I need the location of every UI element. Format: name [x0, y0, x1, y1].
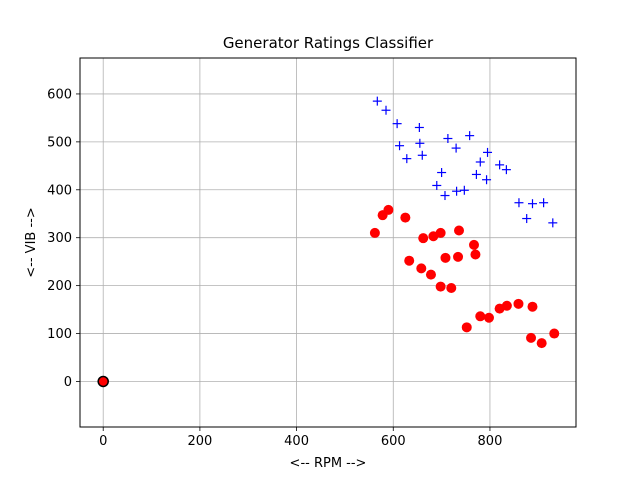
- plus-point: [501, 165, 511, 175]
- plus-point: [539, 198, 549, 208]
- x-tick-label: 0: [99, 434, 107, 449]
- series-0: [372, 96, 558, 228]
- y-tick-label: 0: [64, 375, 72, 390]
- plus-point: [459, 185, 469, 195]
- x-tick-label: 800: [478, 434, 503, 449]
- data-points: [97, 96, 560, 388]
- series-1: [369, 204, 560, 349]
- plus-point: [451, 143, 461, 153]
- circle-point: [470, 249, 481, 260]
- series-2: [97, 375, 109, 388]
- grid-lines: [80, 58, 576, 427]
- plus-point: [432, 180, 442, 190]
- plus-point: [395, 141, 405, 151]
- y-tick-label: 600: [47, 87, 72, 102]
- circle-point: [461, 322, 472, 333]
- plus-point: [414, 122, 424, 132]
- y-tick-label: 300: [47, 231, 72, 246]
- circle-point: [404, 255, 415, 266]
- circle-point: [468, 239, 479, 250]
- circle-point: [483, 312, 494, 323]
- plus-point: [482, 175, 492, 185]
- circle-point: [526, 332, 537, 343]
- circle-point: [440, 252, 451, 263]
- chart-title: Generator Ratings Classifier: [223, 34, 434, 52]
- plus-point: [452, 186, 462, 196]
- plus-point: [372, 96, 382, 106]
- x-tick-label: 400: [284, 434, 309, 449]
- circle-point: [435, 227, 446, 238]
- plus-point: [483, 147, 493, 157]
- circle-point: [425, 269, 436, 280]
- plus-point: [465, 131, 475, 141]
- plus-point: [440, 191, 450, 201]
- circle-point: [536, 338, 547, 349]
- circle-point: [400, 212, 411, 223]
- circle-point: [383, 204, 394, 215]
- origin-point: [97, 375, 109, 388]
- circle-point: [453, 251, 464, 262]
- circle-point: [513, 298, 524, 309]
- y-axis-label: <-- VIB -->: [24, 207, 39, 277]
- plus-point: [514, 198, 524, 208]
- plus-point: [527, 199, 537, 209]
- x-axis-label: <-- RPM -->: [290, 456, 367, 471]
- circle-point: [418, 233, 429, 244]
- circle-point: [416, 263, 427, 274]
- circle-point: [549, 328, 560, 339]
- x-tick-label: 600: [381, 434, 406, 449]
- circle-point: [435, 281, 446, 292]
- y-tick-label: 500: [47, 135, 72, 150]
- plus-point: [443, 134, 453, 144]
- circle-point: [527, 301, 538, 312]
- plot-area-frame: [79, 57, 577, 428]
- plus-point: [495, 160, 505, 170]
- plus-point: [402, 154, 412, 164]
- plus-point: [417, 150, 427, 160]
- plus-point: [475, 157, 485, 167]
- plus-point: [392, 119, 402, 129]
- plus-point: [548, 218, 558, 228]
- circle-point: [369, 227, 380, 238]
- y-tick-label: 200: [47, 279, 72, 294]
- circle-point: [446, 283, 457, 294]
- circle-point: [501, 300, 512, 311]
- plus-point: [471, 169, 481, 179]
- plus-point: [415, 138, 425, 148]
- y-tick-label: 100: [47, 327, 72, 342]
- plus-point: [522, 214, 532, 224]
- plus-point: [381, 105, 391, 115]
- axis-ticks: 0 200 400 600 800 0 100 200 300 400 500 600: [47, 87, 502, 449]
- y-tick-label: 400: [47, 183, 72, 198]
- plus-point: [437, 168, 447, 178]
- circle-point: [454, 225, 465, 236]
- x-tick-label: 200: [187, 434, 212, 449]
- circle-point: [475, 311, 486, 322]
